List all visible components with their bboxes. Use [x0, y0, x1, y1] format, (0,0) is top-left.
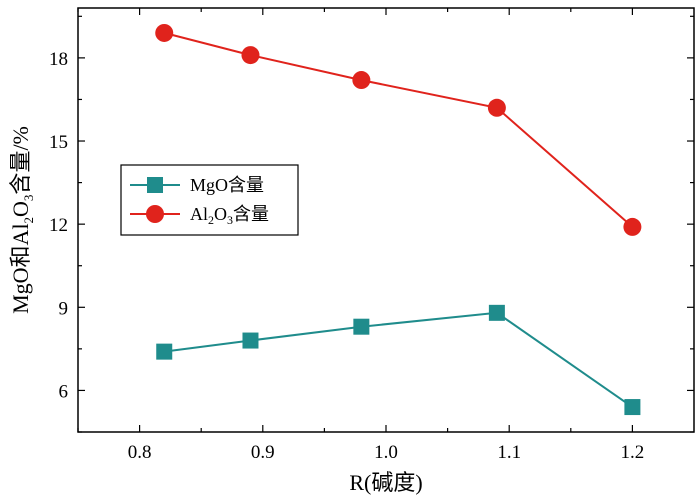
- y-tick-label: 9: [59, 298, 69, 319]
- data-point-al2o3: [352, 71, 371, 90]
- data-point-mgo: [242, 332, 259, 349]
- x-tick-label: 1.1: [497, 442, 521, 463]
- axis-ticks: 0.8 0.9 1.0 1.1 1.2 6 9 12 15 18: [49, 8, 694, 463]
- y-tick-label: 15: [49, 132, 68, 153]
- data-point-mgo: [156, 343, 173, 360]
- x-tick-label: 1.0: [374, 442, 398, 463]
- data-point-al2o3: [623, 217, 642, 236]
- y-axis-title: MgO和Al2O3含量/%: [8, 126, 36, 314]
- series-line-0: [164, 311, 633, 408]
- x-tick-label: 0.9: [251, 442, 275, 463]
- legend-marker-al2o3: [146, 205, 164, 223]
- data-point-al2o3: [241, 46, 260, 65]
- series-layer: [155, 23, 642, 416]
- data-point-al2o3: [487, 98, 506, 117]
- x-axis-title: R(碱度): [349, 470, 422, 495]
- legend-marker-mgo: [147, 177, 163, 193]
- legend-label-mgo: MgO含量: [190, 175, 264, 195]
- x-tick-label: 0.8: [128, 442, 152, 463]
- y-tick-label: 18: [49, 49, 68, 70]
- y-tick-label: 12: [49, 215, 68, 236]
- data-point-mgo: [353, 318, 370, 335]
- data-point-al2o3: [155, 23, 174, 42]
- legend-label-al2o3: Al2O3含量: [190, 204, 269, 227]
- x-tick-label: 1.2: [621, 442, 645, 463]
- y-tick-label: 6: [59, 381, 69, 402]
- data-point-mgo: [488, 304, 505, 321]
- legend: MgO含量 Al2O3含量: [120, 164, 299, 236]
- data-point-mgo: [624, 399, 641, 416]
- legend-box: [120, 164, 299, 236]
